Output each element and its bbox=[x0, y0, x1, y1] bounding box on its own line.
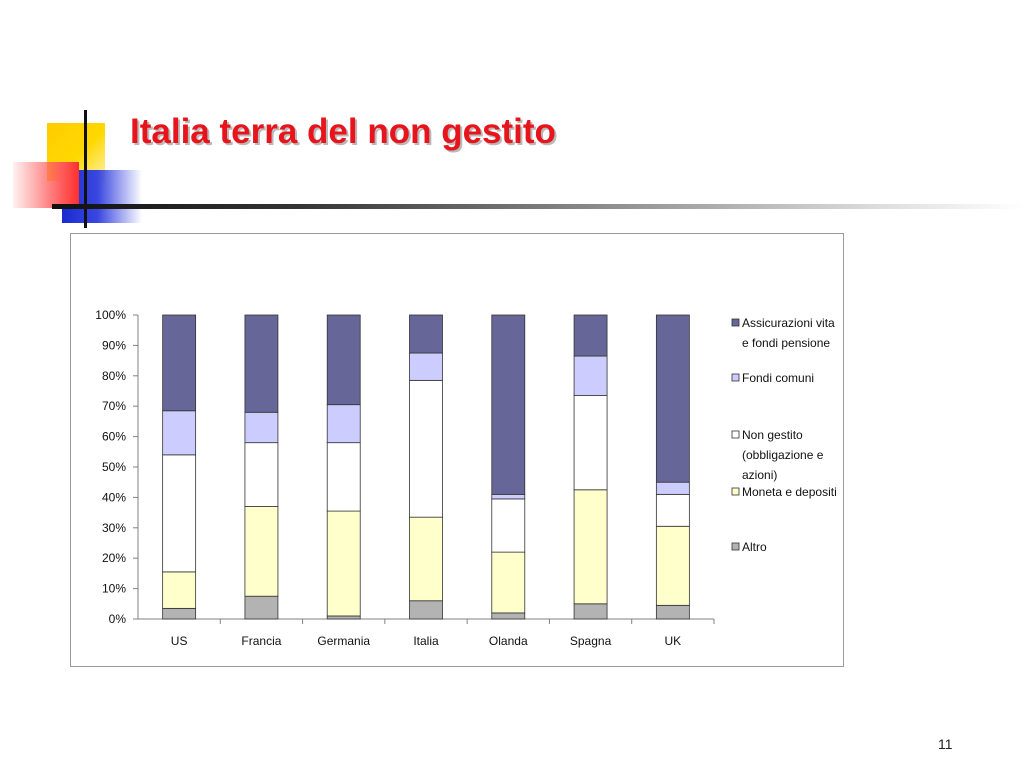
bar-segment bbox=[491, 498, 526, 553]
bar-segment bbox=[409, 352, 443, 381]
y-tick-label: 0% bbox=[109, 612, 127, 626]
y-tick-label: 10% bbox=[102, 582, 126, 596]
legend-swatch bbox=[731, 373, 740, 382]
legend-label: azioni) bbox=[742, 468, 777, 482]
page-number: 11 bbox=[938, 736, 953, 752]
decor-red-square bbox=[13, 162, 79, 208]
stacked-bar-chart: 0% 10% 20% 30% 40% 50% 60% 70% 80% 90% 100% US Franc… bbox=[95, 308, 837, 648]
bar-segment bbox=[573, 489, 608, 605]
legend-label: Fondi comuni bbox=[742, 371, 814, 385]
bar-segment bbox=[573, 603, 608, 620]
x-tick-label: Francia bbox=[241, 634, 281, 648]
bar-segment bbox=[162, 607, 197, 620]
bar-segment bbox=[244, 442, 279, 507]
x-tick-label: Olanda bbox=[489, 634, 528, 648]
decor-vertical-line bbox=[84, 110, 87, 228]
x-tick-label: Spagna bbox=[570, 634, 612, 648]
bar-segment bbox=[573, 395, 608, 491]
y-tick-label: 80% bbox=[102, 369, 126, 383]
y-tick-label: 50% bbox=[102, 460, 126, 474]
bar-segment bbox=[244, 314, 279, 413]
x-tick-label: UK bbox=[665, 634, 682, 648]
legend-label: Assicurazioni vita bbox=[742, 316, 835, 330]
legend-label: Moneta e depositi bbox=[742, 485, 837, 499]
x-tick-label: Germania bbox=[317, 634, 370, 648]
legend-swatch bbox=[731, 430, 740, 439]
bar-segment bbox=[491, 493, 526, 500]
bar-segment bbox=[162, 571, 197, 609]
bar-segment bbox=[491, 551, 526, 614]
bar-segment bbox=[162, 454, 197, 573]
y-tick-label: 90% bbox=[102, 338, 126, 352]
x-tick-label: Italia bbox=[413, 634, 439, 648]
y-tick-label: 40% bbox=[102, 490, 126, 504]
bar-segment bbox=[162, 314, 197, 412]
legend-swatch bbox=[731, 487, 740, 496]
legend-swatch bbox=[731, 542, 740, 551]
legend-label: e fondi pensione bbox=[742, 336, 830, 350]
bar-segment bbox=[655, 604, 690, 620]
bar-segment bbox=[162, 410, 197, 456]
bar-segment bbox=[244, 411, 279, 444]
bar-segment bbox=[326, 314, 361, 406]
y-tick-label: 60% bbox=[102, 430, 126, 444]
legend-label: (obbligazione e bbox=[742, 448, 824, 462]
bar-segment bbox=[409, 516, 443, 602]
bar-segment bbox=[326, 510, 361, 617]
y-tick-label: 20% bbox=[102, 551, 126, 565]
slide-title: Italia terra del non gestito bbox=[130, 112, 556, 151]
legend-label: Altro bbox=[742, 540, 767, 554]
legend-label: Non gestito bbox=[742, 428, 803, 442]
bar-segment bbox=[655, 493, 690, 527]
bar-segment bbox=[326, 442, 361, 512]
bar-segment bbox=[244, 506, 279, 597]
y-tick-label: 30% bbox=[102, 521, 126, 535]
bar-segment bbox=[491, 314, 526, 495]
decor-horizontal-rule bbox=[52, 204, 1024, 209]
bar-segment bbox=[573, 355, 608, 396]
bar-segment bbox=[244, 595, 279, 620]
bar-segment bbox=[409, 600, 443, 620]
legend-swatch bbox=[731, 318, 740, 327]
y-tick-label: 70% bbox=[102, 399, 126, 413]
bar-segment bbox=[326, 404, 361, 444]
bar-segment bbox=[491, 612, 526, 620]
bar-segment bbox=[655, 525, 690, 606]
bar-segment bbox=[409, 314, 443, 354]
bar-segment bbox=[573, 314, 608, 357]
x-tick-label: US bbox=[171, 634, 188, 648]
y-tick-label: 100% bbox=[95, 308, 126, 322]
bar-segment bbox=[409, 379, 443, 518]
bar-segment bbox=[655, 314, 690, 483]
bar-segment bbox=[655, 481, 690, 495]
chart-frame: 0% 10% 20% 30% 40% 50% 60% 70% 80% 90% 100% US Franc… bbox=[70, 233, 844, 667]
bar-segment bbox=[326, 615, 361, 620]
